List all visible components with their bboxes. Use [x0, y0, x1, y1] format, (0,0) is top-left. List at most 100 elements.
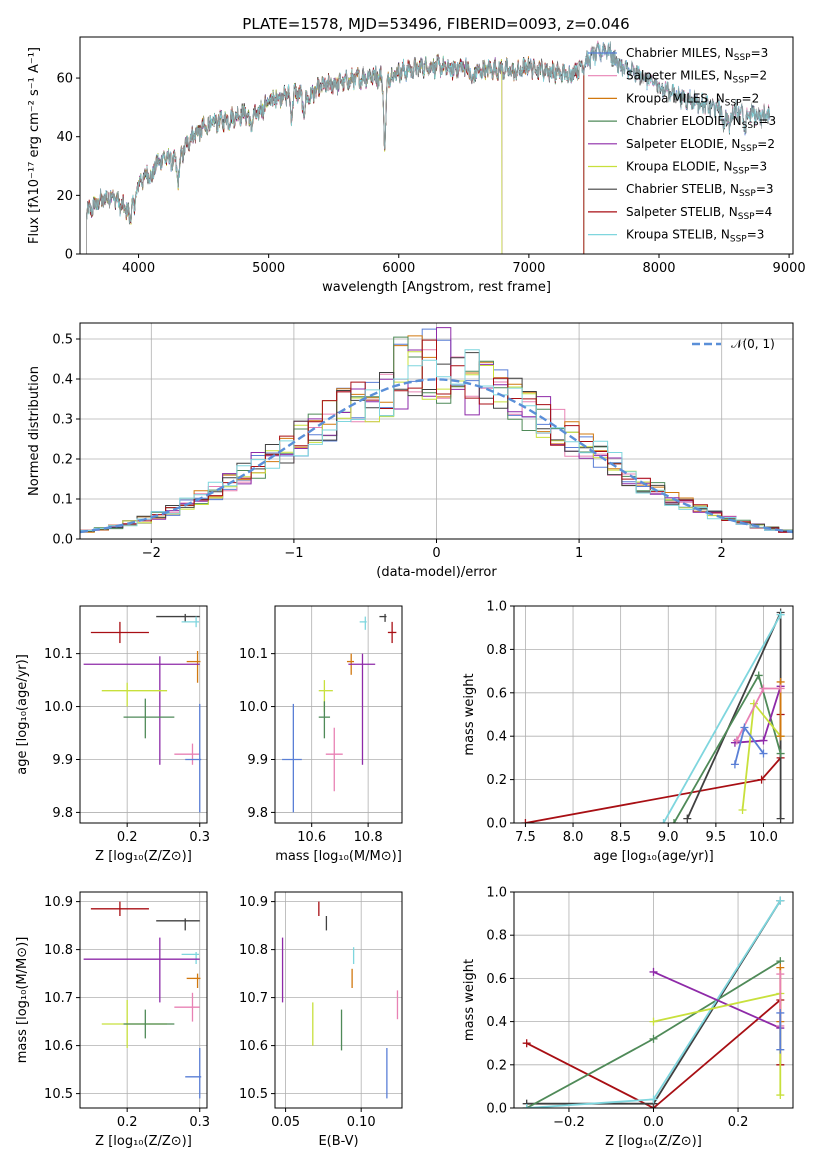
- x-tick-label: 7000: [512, 261, 545, 276]
- panel-residuals: −2 −1 0 1 2 0.0 0.1 0.2 0.3 0.4 0.5 (data-model)/er…: [27, 322, 794, 580]
- panel-age-vs-mass: 10.6 10.8 9.8 9.9 10.0 10.1 mass [log₁₀(M/M⊙)]: [239, 605, 403, 864]
- errorbar-point-chabrier-miles: [185, 1048, 202, 1099]
- legend-entry: Kroupa MILES, NSSP=2: [626, 91, 759, 108]
- y-tick-label: 0: [65, 248, 73, 263]
- y-axis-label: mass weight: [462, 959, 477, 1041]
- x-tick-label: 0.2: [728, 1115, 749, 1130]
- errorbar-point-salpeter-elodie: [348, 653, 376, 765]
- spectrum-legend: Chabrier MILES, NSSP=3 Salpeter MILES, NS…: [588, 46, 776, 245]
- errorbar-point-salpeter-stelib: [387, 621, 397, 644]
- weight-series-salpeter-elodie: [649, 967, 785, 1033]
- legend-entry: Chabrier ELODIE, NSSP=3: [626, 114, 776, 131]
- x-tick-label: 8.0: [563, 830, 584, 845]
- y-tick-label: 0.0: [52, 533, 73, 548]
- x-tick-label: 0: [432, 546, 440, 561]
- weight-series-salpeter-miles: [732, 684, 785, 745]
- x-tick-label: −1: [284, 546, 303, 561]
- errorbar-point-kroupa-elodie: [101, 682, 168, 707]
- y-axis-label: mass [log₁₀(M/M⊙)]: [15, 937, 30, 1064]
- legend-entry: Chabrier STELIB, NSSP=3: [626, 182, 774, 199]
- y-tick-label: 9.8: [247, 806, 268, 821]
- panel-mass-vs-EBV: 0.05 0.10 10.5 10.6 10.7 10.8 10.9 E(B-V): [239, 891, 403, 1149]
- x-tick-label: 1: [575, 546, 583, 561]
- errorbar-point-kroupa-stelib: [181, 616, 200, 628]
- y-tick-label: 0.8: [486, 643, 507, 658]
- errorbar-point-salpeter-miles: [174, 743, 200, 765]
- errorbar-point-salpeter-stelib: [90, 901, 149, 916]
- y-tick-label: 10.6: [44, 1039, 73, 1054]
- x-tick-label: 10.0: [749, 830, 778, 845]
- y-tick-label: 0.5: [52, 333, 73, 348]
- errorbar-point-salpeter-miles: [325, 727, 343, 792]
- x-tick-label: 10.6: [297, 830, 326, 845]
- x-tick-label: 0.05: [271, 1115, 300, 1130]
- x-tick-label: 9000: [773, 261, 806, 276]
- errorbar-point-chabrier-miles: [282, 703, 302, 813]
- y-axis-label: mass weight: [462, 673, 477, 755]
- y-tick-label: 10.7: [239, 991, 268, 1006]
- weight-series-kroupa-stelib: [522, 896, 785, 1108]
- plot-area: [83, 613, 202, 813]
- weight-series-chabrier-miles: [776, 1008, 785, 1054]
- axes-frame: [274, 605, 403, 824]
- weight-series-chabrier-elodie: [669, 671, 785, 823]
- y-tick-label: 0.4: [52, 373, 73, 388]
- errorbar-point-kroupa-miles: [186, 973, 201, 988]
- x-tick-label: 0.2: [117, 1115, 138, 1130]
- weight-series-kroupa-elodie: [738, 699, 785, 814]
- plot-area: [521, 608, 785, 823]
- x-tick-label: 0.3: [189, 830, 210, 845]
- x-tick-label: 10.8: [354, 830, 383, 845]
- x-tick-label: 7.5: [515, 830, 536, 845]
- errorbar-point-kroupa-elodie: [318, 680, 333, 712]
- spectrum-data-line: [86, 41, 770, 225]
- y-tick-label: 0.4: [486, 730, 507, 745]
- errorbar-point-salpeter-stelib: [90, 621, 149, 644]
- y-tick-label: 0.6: [486, 686, 507, 701]
- residual-histogram: [80, 349, 793, 531]
- plot-area: [522, 896, 785, 1108]
- legend-entry: Salpeter STELIB, NSSP=4: [626, 205, 772, 222]
- chart-title: PLATE=1578, MJD=53496, FIBERID=0093, z=0…: [242, 15, 629, 33]
- x-tick-label: 8.5: [610, 830, 631, 845]
- x-tick-label: 0.3: [189, 1115, 210, 1130]
- x-axis-label: Z [log₁₀(Z/Z⊙)]: [605, 1134, 702, 1149]
- panel-age-vs-Z: 0.2 0.3 9.8 9.9 10.0 10.1 Z [log₁₀(Z/Z⊙)] age […: [15, 605, 210, 864]
- errorbar-point-chabrier-stelib: [156, 613, 200, 622]
- y-axis-label: Flux [fλ10⁻¹⁷ erg cm⁻² s⁻¹ A⁻¹]: [27, 47, 42, 244]
- y-tick-label: 1.0: [486, 886, 507, 901]
- y-tick-label: 10.1: [44, 647, 73, 662]
- plot-area: [86, 40, 770, 254]
- weight-series-chabrier-miles: [730, 723, 768, 769]
- panel-mass-vs-Z: 0.2 0.3 10.5 10.6 10.7 10.8 10.9 Z [log₁₀(Z/Z⊙)…: [15, 891, 210, 1149]
- axes-frame: [79, 36, 794, 255]
- x-axis-label: wavelength [Angstrom, rest frame]: [322, 280, 551, 295]
- y-tick-label: 0.2: [486, 1058, 507, 1073]
- errorbar-point-chabrier-elodie: [123, 1009, 175, 1039]
- y-tick-label: 9.9: [247, 753, 268, 768]
- x-axis-label: Z [log₁₀(Z/Z⊙)]: [95, 849, 192, 864]
- axes-frame: [79, 605, 208, 824]
- y-tick-label: 10.1: [239, 647, 268, 662]
- x-tick-label: −0.2: [553, 1115, 585, 1130]
- y-tick-label: 10.0: [239, 700, 268, 715]
- y-tick-label: 10.9: [239, 895, 268, 910]
- x-tick-label: −2: [142, 546, 161, 561]
- x-tick-label: 8000: [642, 261, 675, 276]
- y-tick-label: 10.7: [44, 991, 73, 1006]
- y-tick-label: 0.2: [52, 453, 73, 468]
- plot-area: [281, 901, 399, 1099]
- y-tick-label: 40: [56, 130, 73, 145]
- y-axis-label: Normed distribution: [27, 366, 42, 496]
- weight-series-kroupa-stelib: [659, 610, 785, 823]
- legend-entry: Salpeter ELODIE, NSSP=2: [626, 137, 775, 154]
- x-tick-label: 0.2: [117, 830, 138, 845]
- y-axis-label: age [log₁₀(age/yr)]: [15, 654, 30, 775]
- x-tick-label: 9.5: [706, 830, 727, 845]
- x-axis-label: E(B-V): [318, 1134, 358, 1149]
- axes-frame: [513, 605, 794, 824]
- y-tick-label: 20: [56, 189, 73, 204]
- x-tick-label: 9.0: [658, 830, 679, 845]
- y-tick-label: 0.3: [52, 413, 73, 428]
- x-axis-label: age [log₁₀(age/yr)]: [593, 849, 714, 864]
